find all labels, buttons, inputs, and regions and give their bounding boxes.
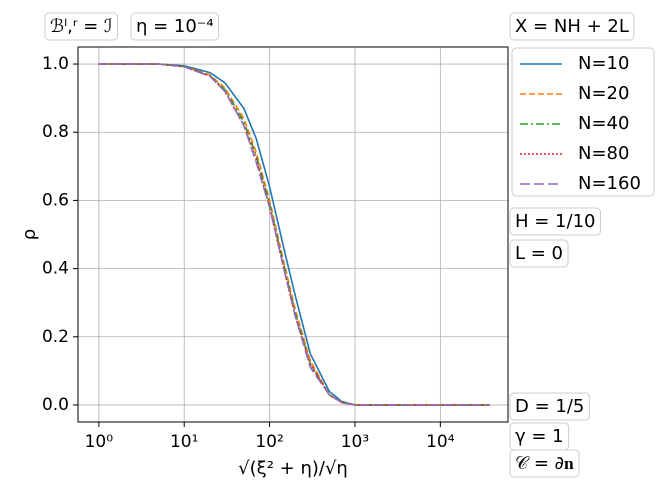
annotation-box [44, 12, 118, 41]
plot-frame [77, 46, 509, 423]
series-line [98, 63, 490, 406]
x-tick-label: 10² [255, 432, 283, 452]
legend-label: N=40 [578, 113, 629, 134]
series-line [98, 63, 490, 406]
annotation: X = NH + 2L [509, 12, 635, 41]
annotation-box [509, 239, 569, 268]
x-tick-label: 10¹ [170, 432, 198, 452]
annotation: γ = 1 [509, 422, 570, 451]
legend: N=10 N=20 N=40 N=80 N=160 [511, 47, 655, 197]
x-tick-label: 10³ [341, 432, 369, 452]
y-tick-label: 0.6 [42, 190, 69, 210]
x-axis-label: √(ξ² + η)/√η [238, 458, 348, 479]
legend-label: N=10 [578, 53, 629, 74]
legend-box [511, 47, 655, 197]
y-axis-label: ρ [19, 229, 40, 240]
series-line [98, 63, 490, 406]
annotation-text: X = NH + 2L [515, 16, 629, 37]
y-tick-label: 0.2 [42, 327, 69, 347]
annotation-box [509, 12, 635, 41]
annotation: L = 0 [509, 239, 569, 268]
annotation-box [509, 207, 601, 236]
annotation-text: γ = 1 [515, 426, 564, 447]
annotation-text: η = 10⁻⁴ [136, 16, 214, 37]
series-line [98, 63, 490, 406]
x-tick-label: 10⁰ [85, 432, 114, 452]
annotation: 𝒞 = ∂𝐧 [509, 449, 580, 478]
y-tick-label: 0.4 [42, 259, 69, 279]
x-tick-label: 10⁴ [426, 432, 455, 452]
annotation: η = 10⁻⁴ [130, 12, 220, 41]
y-tick-label: 1.0 [42, 54, 69, 74]
annotation-text: 𝒞 = ∂𝐧 [515, 453, 574, 474]
legend-label: N=160 [578, 173, 641, 194]
annotation-text: D = 1/5 [515, 396, 584, 417]
annotation: D = 1/5 [509, 392, 590, 421]
series-line [98, 63, 490, 406]
annotation-box [509, 392, 590, 421]
legend-label: N=80 [578, 143, 629, 164]
annotation-text: H = 1/10 [515, 211, 595, 232]
annotation-box [509, 449, 580, 478]
annotation: H = 1/10 [509, 207, 601, 236]
legend-label: N=20 [578, 83, 629, 104]
annotation-text: L = 0 [515, 243, 563, 264]
annotation-text: ℬˡ,ʳ = ℐ [50, 16, 113, 37]
y-tick-label: 0.8 [42, 122, 69, 142]
y-tick-label: 0.0 [42, 395, 69, 415]
annotation: ℬˡ,ʳ = ℐ [44, 12, 118, 41]
annotation-box [130, 12, 220, 41]
